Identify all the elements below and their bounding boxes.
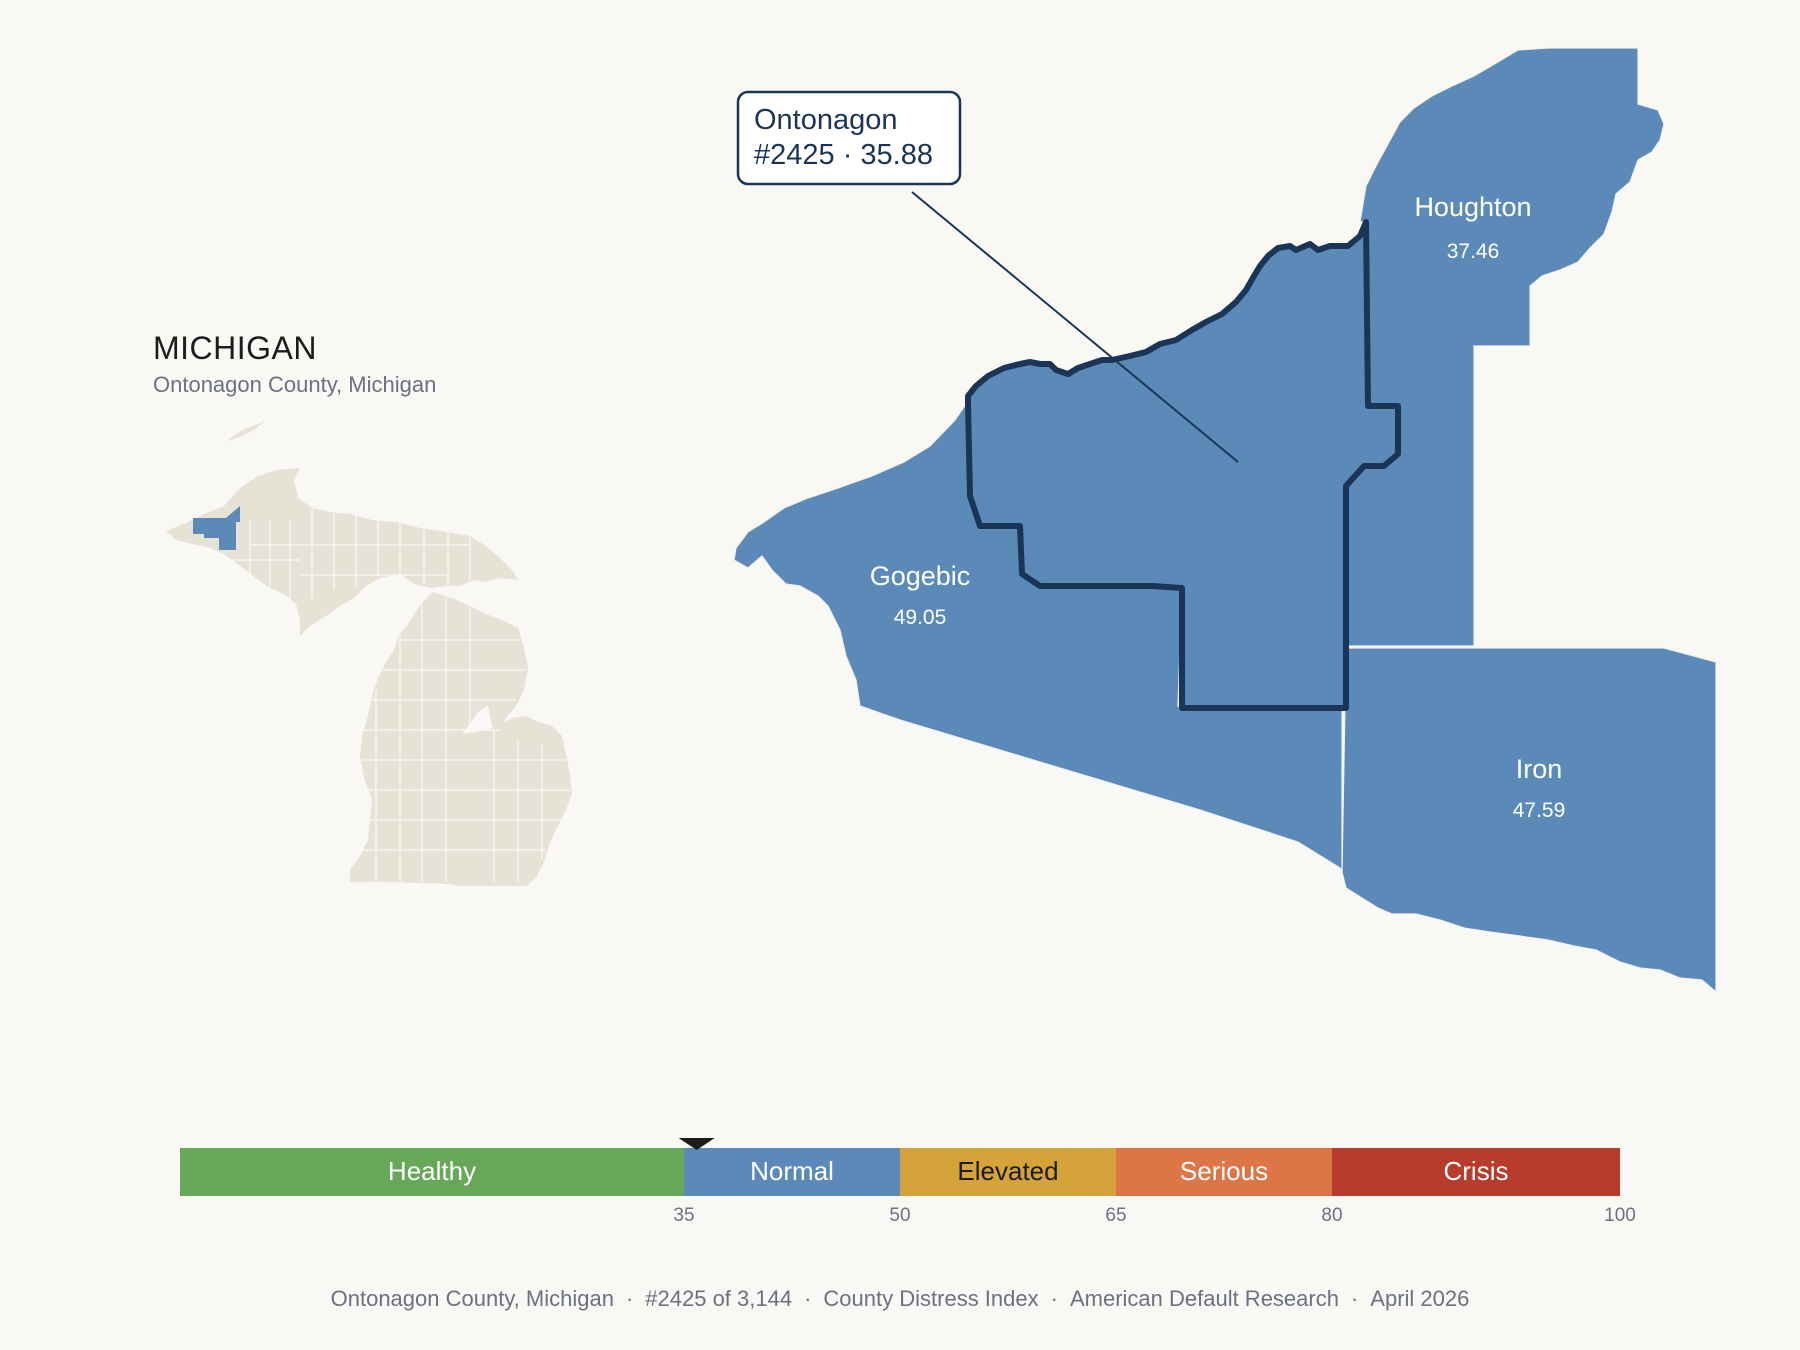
michigan-inset-map <box>166 420 572 886</box>
footer-source: American Default Research <box>1069 1286 1339 1311</box>
scale-tick-label: 65 <box>1105 1205 1126 1226</box>
inset-county-grid <box>230 508 570 882</box>
footer-separator: · <box>625 1286 634 1311</box>
scale-band-label-crisis: Crisis <box>1444 1156 1509 1186</box>
scale-band-label-healthy: Healthy <box>388 1156 476 1186</box>
county-label-houghton: Houghton <box>1414 192 1531 222</box>
scale-tick-label: 80 <box>1321 1205 1342 1226</box>
county-label-gogebic: Gogebic <box>870 561 971 591</box>
scale-band-elevated <box>900 1148 1116 1196</box>
inset-lower-peninsula <box>350 592 572 886</box>
callout-leader-line <box>911 191 1239 463</box>
scale-marker <box>678 1138 715 1150</box>
county-labels: Houghton 37.46 Gogebic 49.05 Iron 47.59 <box>870 192 1566 822</box>
inset-upper-peninsula <box>166 468 518 636</box>
state-subtitle: Ontonagon County, Michigan <box>153 372 437 397</box>
footer-rank: #2425 of 3,144 <box>645 1286 793 1311</box>
scale-band-normal <box>684 1148 900 1196</box>
callout-box <box>736 90 962 186</box>
footer-index: County Distress Index <box>823 1286 1039 1311</box>
scale-band-label-serious: Serious <box>1180 1156 1268 1186</box>
scale-band-label-normal: Normal <box>750 1156 834 1186</box>
county-value-gogebic: 49.05 <box>894 606 947 629</box>
footer-date: April 2026 <box>1370 1286 1470 1311</box>
scale-tick-label: 35 <box>673 1205 694 1226</box>
footer-separator: · <box>1350 1286 1359 1311</box>
callout: Ontonagon #2425 · 35.88 <box>736 90 962 186</box>
scale-tick-label: 50 <box>889 1205 910 1226</box>
scale-band-healthy <box>180 1148 684 1196</box>
scale-band-label-elevated: Elevated <box>957 1156 1058 1186</box>
scale-band-crisis <box>1332 1148 1620 1196</box>
county-map <box>733 47 1717 994</box>
callout-rank-value: #2425 · 35.88 <box>754 139 933 171</box>
footer-separator: · <box>1050 1286 1058 1311</box>
inset-isle-royale <box>226 420 266 441</box>
footer-separator: · <box>804 1286 812 1311</box>
state-title: MICHIGAN <box>153 330 317 366</box>
county-iron[interactable] <box>1341 647 1717 994</box>
scale-band-serious <box>1116 1148 1332 1196</box>
county-value-houghton: 37.46 <box>1447 240 1500 263</box>
county-label-iron: Iron <box>1516 754 1563 784</box>
inset-highlighted-county <box>193 506 240 550</box>
footer-county: Ontonagon County, Michigan <box>330 1286 614 1311</box>
footer: Ontonagon County, Michigan · #2425 of 3,14… <box>0 1286 1800 1312</box>
callout-county-name: Ontonagon <box>754 104 898 136</box>
scale-tick-label: 100 <box>1604 1205 1636 1226</box>
county-value-iron: 47.59 <box>1513 799 1566 822</box>
county-ontonagon-highlighted[interactable] <box>965 219 1401 711</box>
